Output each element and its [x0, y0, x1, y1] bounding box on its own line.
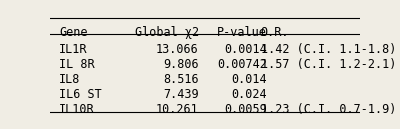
Text: 9.806: 9.806 — [163, 58, 199, 71]
Text: Gene: Gene — [59, 26, 88, 39]
Text: IL10R: IL10R — [59, 103, 95, 116]
Text: 0.0059: 0.0059 — [224, 103, 267, 116]
Text: Global χ2: Global χ2 — [135, 26, 199, 39]
Text: 1.57 (C.I. 1.2-2.1): 1.57 (C.I. 1.2-2.1) — [261, 58, 396, 71]
Text: 0.024: 0.024 — [231, 88, 267, 101]
Text: IL6 ST: IL6 ST — [59, 88, 102, 101]
Text: O.R.: O.R. — [261, 26, 289, 39]
Text: 10.261: 10.261 — [156, 103, 199, 116]
Text: 1.23 (C.I. 0.7-1.9): 1.23 (C.I. 0.7-1.9) — [261, 103, 396, 116]
Text: IL1R: IL1R — [59, 43, 88, 56]
Text: IL 8R: IL 8R — [59, 58, 95, 71]
Text: 0.0014: 0.0014 — [224, 43, 267, 56]
Text: IL8: IL8 — [59, 73, 81, 86]
Text: 7.439: 7.439 — [163, 88, 199, 101]
Text: 1.42 (C.I. 1.1-1.8): 1.42 (C.I. 1.1-1.8) — [261, 43, 396, 56]
Text: P-value: P-value — [217, 26, 267, 39]
Text: 0.00742: 0.00742 — [217, 58, 267, 71]
Text: 13.066: 13.066 — [156, 43, 199, 56]
Text: 0.014: 0.014 — [231, 73, 267, 86]
Text: 8.516: 8.516 — [163, 73, 199, 86]
